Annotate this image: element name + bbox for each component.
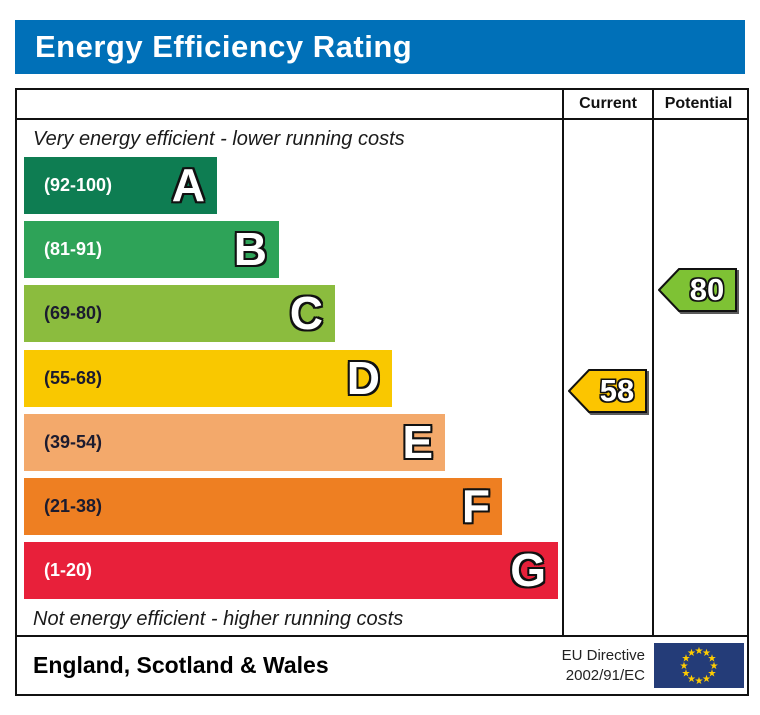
band-range-label: (1-20) (44, 560, 93, 580)
band-range-label: (21-38) (44, 496, 103, 516)
svg-text:★: ★ (702, 674, 711, 685)
region-label: England, Scotland & Wales (33, 652, 329, 678)
band-range-label: (69-80) (44, 303, 103, 323)
svg-text:★: ★ (695, 676, 704, 687)
svg-text:★: ★ (710, 661, 719, 672)
rating-band: (92-100) A (24, 157, 217, 214)
band-range-label: (81-91) (44, 239, 103, 259)
rating-band: (81-91) B (24, 221, 279, 278)
band-range-label: (39-54) (44, 432, 103, 452)
chart-row: Very energy efficient - lower running co… (17, 120, 747, 637)
footer-row: England, Scotland & Wales EU Directive 2… (17, 637, 747, 694)
potential-column: 80 (652, 120, 743, 635)
svg-text:★: ★ (687, 648, 696, 659)
svg-text:★: ★ (695, 646, 704, 657)
bottom-note: Not energy efficient - higher running co… (33, 608, 404, 630)
current-column: 58 (562, 120, 652, 635)
rating-band: (21-38) F (24, 478, 502, 535)
eu-directive-line1: EU Directive (561, 647, 645, 664)
band-letter: E (402, 416, 433, 468)
eu-directive-label: EU Directive 2002/91/EC (562, 646, 654, 685)
rating-value: 58 (599, 373, 635, 408)
rating-band: (1-20) G (24, 542, 558, 599)
band-scale: Very energy efficient - lower running co… (17, 120, 562, 635)
svg-text:★: ★ (702, 648, 711, 659)
rating-band: (69-80) C (24, 285, 335, 342)
band-letter: G (510, 544, 546, 596)
band-range-label: (92-100) (44, 175, 113, 195)
table-header-row: Current Potential (17, 90, 747, 120)
top-note: Very energy efficient - lower running co… (33, 128, 405, 150)
band-letter: F (461, 480, 490, 532)
rating-band: (55-68) D (24, 350, 392, 407)
eu-flag-icon: ★★★★★★★★★★★★ (654, 643, 744, 688)
svg-text:★: ★ (708, 654, 717, 665)
page-title: Energy Efficiency Rating (35, 29, 413, 64)
potential-rating-arrow: 80 (657, 267, 738, 313)
rating-arrow-icon (567, 369, 647, 413)
svg-text:★: ★ (682, 669, 691, 680)
svg-text:★: ★ (687, 674, 696, 685)
eu-directive-line2: 2002/91/EC (565, 666, 645, 684)
svg-text:★: ★ (682, 654, 691, 665)
band-letter: C (289, 287, 323, 339)
rating-value: 80 (689, 272, 725, 307)
header-spacer (17, 90, 562, 118)
header-current: Current (562, 90, 652, 118)
band-letter: A (171, 159, 205, 211)
header-potential: Potential (652, 90, 743, 118)
svg-text:★: ★ (708, 669, 717, 680)
band-letter: B (233, 223, 267, 275)
band-letter: D (346, 352, 380, 404)
svg-text:★: ★ (680, 661, 689, 672)
current-rating-arrow: 58 (567, 368, 648, 414)
title-bar: Energy Efficiency Rating (15, 20, 745, 74)
rating-band: (39-54) E (24, 414, 445, 471)
rating-arrow-icon (657, 268, 737, 312)
band-range-label: (55-68) (44, 368, 103, 388)
rating-table: Current Potential Very energy efficient … (15, 88, 749, 696)
